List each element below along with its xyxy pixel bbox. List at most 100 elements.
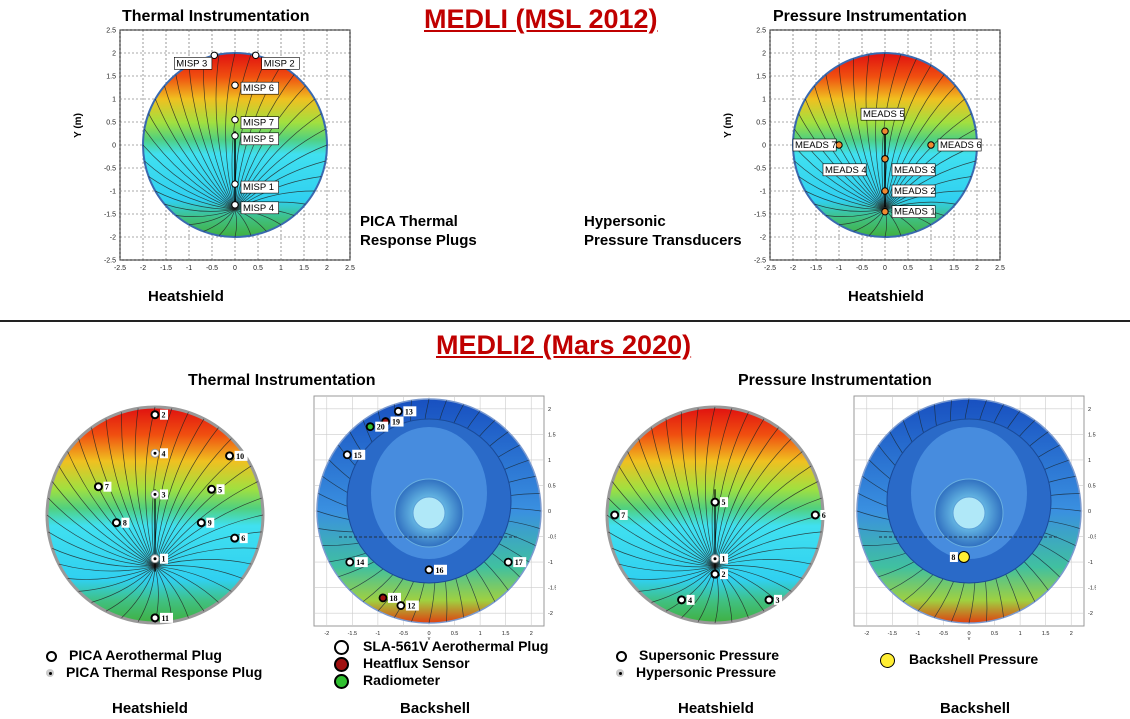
legend-supersonic-label: Supersonic Pressure (639, 647, 780, 663)
streamline (608, 531, 716, 567)
p3-sensor-label-bg (686, 594, 695, 605)
streamline (175, 209, 236, 217)
p1-sensor-label-bg (160, 409, 168, 420)
p1-sensor-label: 5 (218, 485, 222, 494)
p4-parachute-cap (952, 496, 986, 530)
p2-x-tick: 1 (479, 631, 482, 637)
p2-y-tick: 2 (548, 407, 551, 413)
streamline (203, 58, 236, 210)
streamline (714, 451, 803, 567)
streamline (144, 128, 236, 210)
p2-sensor-label: 20 (377, 423, 385, 432)
streamline (627, 566, 716, 580)
streamline (164, 85, 236, 210)
streamline (48, 497, 156, 567)
streamline (838, 65, 886, 210)
p4-sensor (957, 551, 970, 563)
p2-y-tick: 1.5 (548, 432, 556, 438)
p1-sensor-label: 9 (208, 519, 212, 528)
p2-sensor-label-bg (388, 592, 401, 603)
p3-sensor-label: 5 (722, 498, 726, 507)
legend-sla-label: SLA-561V Aerothermal Plug (363, 638, 549, 654)
p4-x-tick: -2 (864, 631, 869, 637)
streamline (164, 203, 236, 212)
pressure-side-caption-line1: Hypersonic (584, 213, 666, 230)
streamline (105, 418, 156, 567)
caption-2: Backshell (400, 700, 471, 717)
p4-y-tick: 2 (1088, 407, 1091, 413)
streamline (175, 74, 236, 210)
p2-sensor-label-bg (354, 557, 368, 568)
streamline (714, 427, 779, 567)
misp-label-box (240, 132, 279, 146)
streamline (154, 438, 232, 567)
medli2-pressure-backshell: -2 -1.5 -1 -0.5 0 0.5 1 1.5 2 2 1.5 1 0.5 0 -0.5 -1 -1.5… (853, 395, 1096, 640)
p2-sensor-label-bg (352, 449, 366, 460)
tl-y-tick: 2.5 (106, 28, 116, 35)
p1-sensor-label-bg (160, 553, 168, 564)
tr-y-tick: 0 (762, 143, 766, 150)
legend-thermal-backshell: SLA-561V Aerothermal Plug Heatflux Senso… (334, 638, 548, 689)
p2-x-tick: 0 (427, 631, 430, 637)
p2-x-tick: 0.5 (451, 631, 459, 637)
streamline (618, 563, 716, 572)
p1-sensor-label: 10 (236, 452, 244, 461)
legend-item-hypersonic: Hypersonic Pressure (616, 664, 779, 681)
streamline (231, 54, 252, 210)
legend-radiometer-label: Radiometer (363, 672, 441, 688)
streamline (154, 451, 243, 567)
misp-label-box (261, 56, 300, 70)
p2-y-tick: -1 (548, 560, 553, 566)
medli2-thermal-backshell: -2 -1.5 -1 -0.5 0 0.5 1 1.5 2 2 1.5 1 0.5 0 -0.5 -1 -1.5… (313, 395, 556, 640)
p1-sensor-label-bg (216, 484, 225, 495)
streamline (853, 58, 886, 210)
streamline (142, 144, 236, 210)
p2-sensor-label: 12 (407, 602, 415, 611)
caption-1: Heatshield (112, 700, 188, 717)
streamline (78, 438, 156, 567)
streamline (794, 160, 886, 210)
streamline (154, 418, 205, 567)
p3-sensor-label: 6 (822, 511, 826, 520)
meads-label-box (937, 138, 982, 152)
streamline (714, 465, 812, 567)
p2-y-tick: -1.5 (548, 586, 556, 592)
streamline (618, 465, 716, 567)
tr-sensor-marker (881, 208, 889, 216)
tr-sensor-marker (927, 141, 935, 149)
tr-y-tick: 1.5 (756, 74, 766, 81)
meads-label: MEADS 7 (795, 140, 837, 151)
p2-y-tick: 0 (548, 509, 551, 515)
streamline (865, 54, 886, 210)
streamline (805, 98, 886, 210)
streamline (134, 408, 156, 567)
streamline (52, 548, 156, 568)
tl-y-tick: -2.5 (104, 258, 116, 265)
p3-sensor-label: 2 (722, 570, 726, 579)
thermal-heatshield-chart: -2.5-2.5 -2 -2 -1.5 -1.5 -1 -1 -0.5 -0.5 0 0 0.5 0.5… (104, 28, 355, 273)
misp-label-box (174, 56, 213, 70)
streamline (218, 209, 236, 236)
streamline (714, 566, 749, 618)
tl-y-tick: 0.5 (106, 120, 116, 127)
misp-label-box (240, 116, 279, 129)
misp-label-box (240, 201, 279, 215)
tr-sensor-marker (881, 155, 889, 163)
p2-sensor-label-bg (375, 421, 389, 432)
p2-x-tick: -2 (324, 631, 329, 637)
streamline (155, 98, 236, 210)
misp-label-box (240, 180, 279, 194)
streamline (154, 427, 219, 567)
p1-sensor-dot (153, 492, 157, 496)
p2-sensor (424, 565, 434, 575)
meads-label-box (822, 163, 867, 177)
p1-sensor-label: 2 (162, 411, 166, 420)
tl-sensor-marker (231, 201, 239, 209)
tr-y-tick: 2.5 (756, 28, 766, 35)
streamline (234, 209, 252, 236)
legend-thermal-response-label: PICA Thermal Response Plug (66, 664, 263, 680)
p1-sensor-label-bg (121, 517, 130, 528)
p2-sensor (342, 450, 352, 460)
tr-caption: Heatshield (848, 288, 924, 305)
